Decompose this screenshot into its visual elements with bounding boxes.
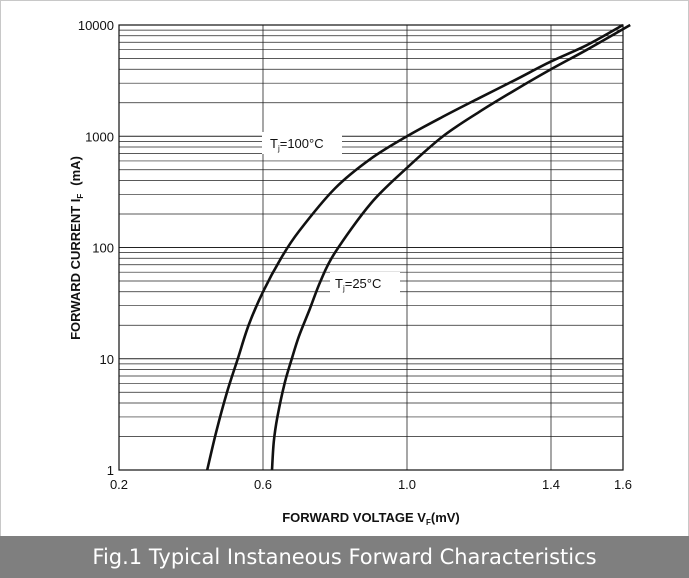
figure-caption: Fig.1 Typical Instaneous Forward Charact… <box>0 536 689 578</box>
forward-characteristics-chart: 0.2 0.6 1.0 1.4 1.6 1 10 100 1000 10000 Tj=100°C… <box>68 18 632 527</box>
y-axis-title: FORWARD CURRENT IF(mA) <box>68 156 85 340</box>
plot-area <box>118 24 624 471</box>
x-tick-labels: 0.2 0.6 1.0 1.4 1.6 <box>110 477 632 492</box>
y-tick-label: 100 <box>92 241 114 256</box>
series-label-25c-bg <box>330 272 400 294</box>
y-tick-label: 10 <box>100 352 114 367</box>
series-label-25c-text: Tj=25°C <box>335 276 381 293</box>
y-tick-label: 10000 <box>78 18 114 33</box>
y-tick-label: 1 <box>107 463 114 478</box>
series-label-100c-text: Tj=100°C <box>270 136 324 153</box>
series-group <box>205 23 631 471</box>
series-line-0 <box>205 23 624 471</box>
x-tick-label: 1.6 <box>614 477 632 492</box>
series-line-1 <box>270 23 631 471</box>
x-tick-label: 1.4 <box>542 477 560 492</box>
x-axis-title: FORWARD VOLTAGE VF(mV) <box>282 510 460 527</box>
grid <box>119 25 623 470</box>
series-label-25c: Tj=25°C <box>330 272 400 294</box>
x-tick-label: 1.0 <box>398 477 416 492</box>
y-tick-labels: 1 10 100 1000 10000 <box>78 18 114 478</box>
x-tick-label: 0.2 <box>110 477 128 492</box>
series-label-100c: Tj=100°C <box>262 132 342 154</box>
x-tick-label: 0.6 <box>254 477 272 492</box>
series-label-100c-bg <box>262 132 342 154</box>
y-tick-label: 1000 <box>85 129 114 144</box>
